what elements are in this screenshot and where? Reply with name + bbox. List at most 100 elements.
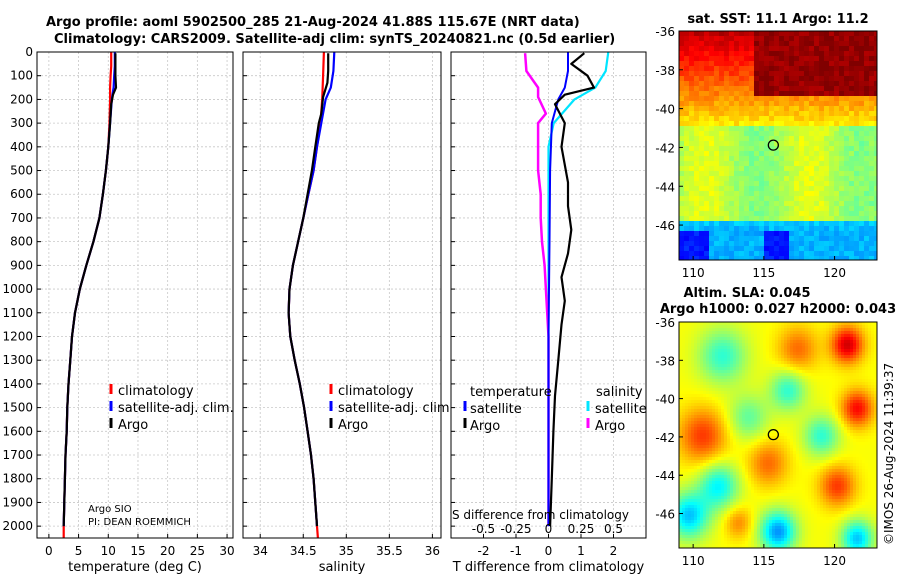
map-cell <box>814 221 820 227</box>
map-cell <box>790 355 794 359</box>
map-cell <box>714 161 720 167</box>
map-cell <box>769 337 773 341</box>
map-cell <box>700 412 704 416</box>
map-cell <box>775 442 779 446</box>
map-cell <box>700 496 704 500</box>
map-cell <box>742 544 746 548</box>
map-cell <box>730 511 734 515</box>
map-cell <box>769 355 773 359</box>
map-cell <box>724 463 728 467</box>
map-cell <box>748 529 752 533</box>
map-cell <box>751 436 755 440</box>
map-cell <box>709 340 713 344</box>
map-cell <box>703 421 707 425</box>
map-cell <box>799 171 805 177</box>
map-cell <box>734 211 740 217</box>
map-cell <box>700 439 704 443</box>
map-cell <box>730 514 734 518</box>
map-cell <box>736 352 740 356</box>
map-cell <box>729 226 735 232</box>
map-cell <box>779 221 785 227</box>
map-cell <box>829 136 835 142</box>
map-cell <box>819 66 825 72</box>
map-cell <box>784 511 788 515</box>
map-cell <box>706 340 710 344</box>
map-cell <box>748 508 752 512</box>
map-cell <box>700 331 704 335</box>
map-cell <box>760 391 764 395</box>
map-cell <box>715 325 719 329</box>
map-cell <box>700 403 704 407</box>
map-cell <box>679 499 683 503</box>
map-cell <box>691 409 695 413</box>
map-cell <box>679 457 683 461</box>
map-cell <box>679 221 685 227</box>
map-cell <box>689 221 695 227</box>
map-cell <box>724 496 728 500</box>
map-cell <box>778 379 782 383</box>
map-cell <box>700 346 704 350</box>
map-cell <box>859 106 865 112</box>
map-cell <box>714 176 720 182</box>
map-cell <box>766 472 770 476</box>
map-cell <box>849 186 855 192</box>
map-cell <box>691 454 695 458</box>
map-cell <box>757 487 761 491</box>
map-cell <box>685 442 689 446</box>
map-cell <box>759 156 765 162</box>
map-cell <box>736 415 740 419</box>
map-cell <box>834 216 840 222</box>
map-cell <box>700 364 704 368</box>
map-cell <box>694 246 700 252</box>
y-tick-label: 1100 <box>2 306 33 320</box>
map-cell <box>769 251 775 257</box>
map-cell <box>854 256 860 261</box>
map-cell <box>839 71 845 77</box>
map-cell <box>790 451 794 455</box>
map-cell <box>727 460 731 464</box>
map-cell <box>729 106 735 112</box>
map-cell <box>745 337 749 341</box>
map-cell <box>697 352 701 356</box>
map-cell <box>754 499 758 503</box>
map-cell <box>809 101 815 107</box>
map-cell <box>778 334 782 338</box>
map-cell <box>688 331 692 335</box>
map-cell <box>688 481 692 485</box>
map-cell <box>854 161 860 167</box>
map-cell <box>781 445 785 449</box>
map-cell <box>769 91 775 97</box>
map-cell <box>751 400 755 404</box>
map-cell <box>691 496 695 500</box>
map-cell <box>819 196 825 202</box>
map-cell <box>864 76 870 82</box>
map-cell <box>719 226 725 232</box>
map-cell <box>709 171 715 177</box>
map-cell <box>739 51 745 57</box>
map-cell <box>709 116 715 122</box>
map-cell <box>859 236 865 242</box>
map-cell <box>787 328 791 332</box>
map-cell <box>745 490 749 494</box>
map-cell <box>694 418 698 422</box>
map-cell <box>736 448 740 452</box>
map-cell <box>754 451 758 455</box>
map-cell <box>697 508 701 512</box>
map-cell <box>721 433 725 437</box>
map-cell <box>781 424 785 428</box>
map-cell <box>679 231 685 237</box>
map-cell <box>775 382 779 386</box>
map-cell <box>757 442 761 446</box>
map-cell <box>721 379 725 383</box>
map-cell <box>849 181 855 187</box>
map-cell <box>864 146 870 152</box>
map-cell <box>703 337 707 341</box>
map-cell <box>685 532 689 536</box>
map-cell <box>703 478 707 482</box>
map-cell <box>814 101 820 107</box>
map-cell <box>684 251 690 257</box>
map-cell <box>715 322 719 326</box>
map-cell <box>744 241 750 247</box>
map-cell <box>697 484 701 488</box>
map-cell <box>748 409 752 413</box>
